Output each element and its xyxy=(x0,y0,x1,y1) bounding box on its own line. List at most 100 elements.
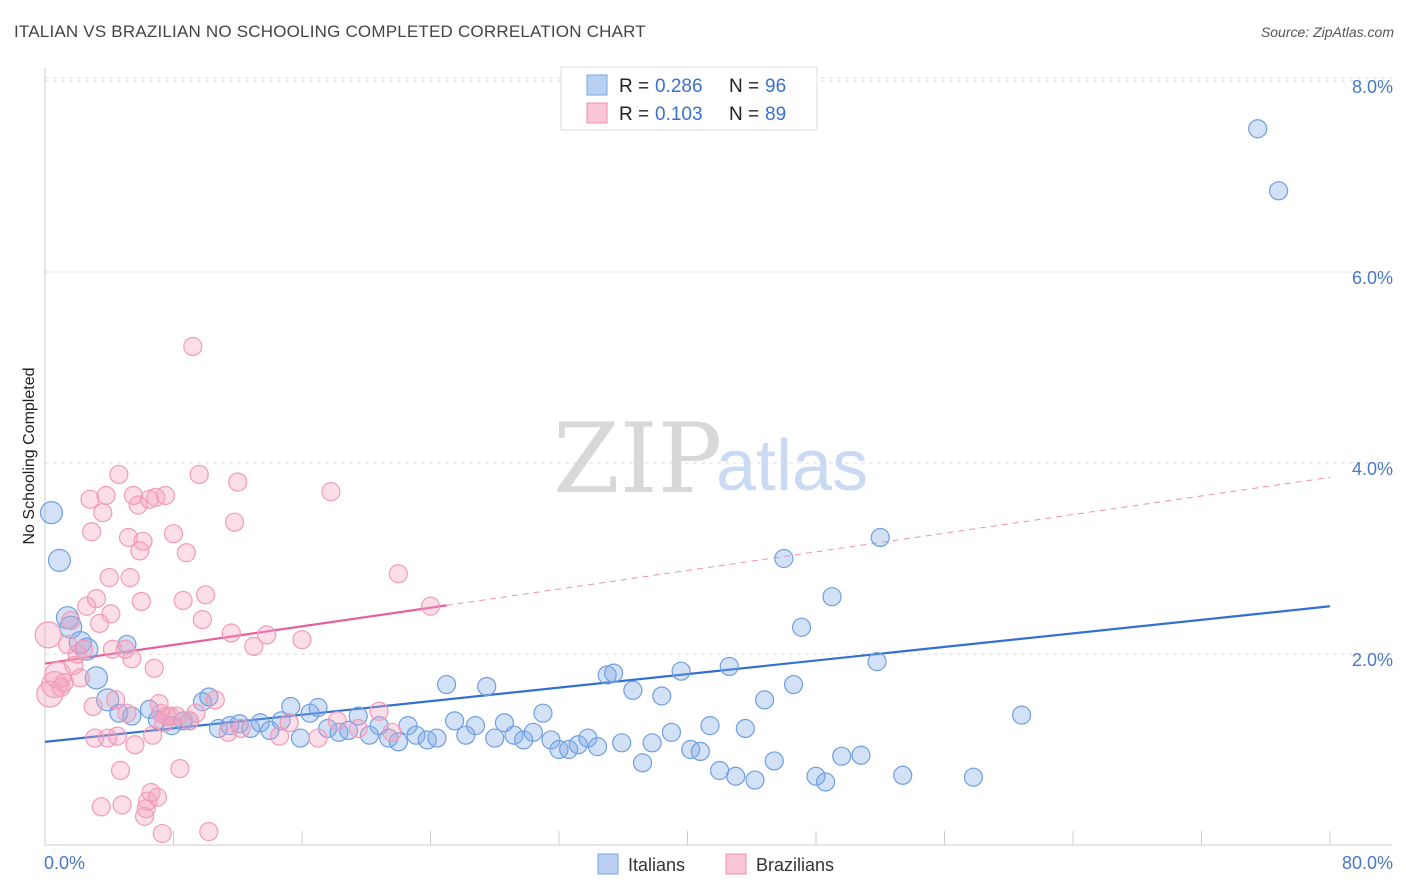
brazilians-point-32 xyxy=(117,703,137,723)
brazilians-point-58 xyxy=(163,524,184,544)
bottom-legend-swatch-brazilians xyxy=(725,853,747,875)
italians-point-68 xyxy=(690,741,710,762)
y-tick-label-2: 6.0% xyxy=(1352,268,1393,288)
watermark-atlas: atlas xyxy=(716,426,868,506)
bottom-legend-brazilians: Brazilians xyxy=(756,855,834,875)
italians-point-46 xyxy=(485,728,505,748)
brazilians-point-79 xyxy=(279,713,299,733)
italians-point-77 xyxy=(774,548,794,569)
brazilians-point-11 xyxy=(73,639,94,659)
italians-point-62 xyxy=(632,753,653,773)
brazilians-point-70 xyxy=(205,690,225,710)
brazilians-point-86 xyxy=(382,722,402,742)
italians-point-75 xyxy=(754,690,775,710)
brazilians-point-41 xyxy=(133,531,153,551)
italians-point-39 xyxy=(417,730,437,750)
brazilians-point-85 xyxy=(369,701,389,721)
italians-point-67 xyxy=(681,739,701,760)
chart-title: ITALIAN VS BRAZILIAN NO SCHOOLING COMPLE… xyxy=(14,22,646,41)
y-tick-label-0: 2.0% xyxy=(1352,650,1393,670)
brazilians-point-30 xyxy=(112,795,132,815)
brazilians-point-19 xyxy=(91,797,111,817)
x-tick-label-0: 0.0% xyxy=(44,853,85,873)
italians-point-65 xyxy=(661,722,682,742)
brazilians-point-73 xyxy=(224,512,245,532)
brazilians-point-14 xyxy=(81,522,102,542)
brazilians-point-63 xyxy=(179,711,200,731)
brazilians-point-27 xyxy=(107,726,127,746)
trend-lines xyxy=(44,476,1331,743)
brazilians-point-53 xyxy=(152,823,172,844)
brazilians-point-71 xyxy=(218,722,238,742)
brazilians-point-68 xyxy=(196,585,216,605)
brazilians-point-0 xyxy=(34,621,62,649)
watermark-zip: ZIP xyxy=(553,403,722,515)
italians-point-80 xyxy=(806,766,826,786)
brazilians-point-28 xyxy=(109,464,129,485)
italians-point-42 xyxy=(444,711,465,731)
brazilians-point-87 xyxy=(388,564,408,584)
brazilians-point-69 xyxy=(199,822,219,842)
brazilians-point-15 xyxy=(83,696,103,717)
axes xyxy=(44,68,1392,846)
italians-point-86 xyxy=(870,527,890,548)
italians-point-57 xyxy=(587,737,608,757)
brazilians-point-88 xyxy=(420,596,441,616)
brazilians-point-57 xyxy=(160,706,180,726)
italians-point-74 xyxy=(745,770,765,790)
brazilians-point-84 xyxy=(348,718,368,739)
italians-point-1 xyxy=(47,548,72,573)
italians-point-72 xyxy=(726,766,746,786)
brazilians-point-13 xyxy=(80,489,100,509)
italians-point-79 xyxy=(791,617,812,637)
italians-point-41 xyxy=(436,674,457,695)
legend-swatch-italians xyxy=(586,74,608,96)
brazilians-point-42 xyxy=(134,806,155,826)
italians-point-21 xyxy=(241,718,261,739)
brazilians-point-77 xyxy=(257,625,277,645)
italians-point-59 xyxy=(604,663,624,683)
italians-point-70 xyxy=(710,760,730,781)
brazilians-point-66 xyxy=(189,464,209,485)
italians-point-66 xyxy=(671,661,691,681)
italians-point-35 xyxy=(379,728,399,748)
brazilians-point-78 xyxy=(269,726,290,746)
brazilians-point-8 xyxy=(64,655,84,676)
legend: R = 0.286 N = 96 R = 0.103 N = 89 xyxy=(560,66,818,131)
trend-line-italians xyxy=(44,605,1331,743)
italians-point-40 xyxy=(427,728,447,748)
legend-n-value-1: 96 xyxy=(765,76,786,97)
italians-point-85 xyxy=(867,652,887,672)
brazilians-point-23 xyxy=(99,567,119,588)
brazilians-point-48 xyxy=(144,658,164,678)
legend-r-label-1: R = xyxy=(619,76,649,97)
bottom-legend-italians: Italians xyxy=(628,855,685,875)
brazilians-point-75 xyxy=(231,718,251,739)
italians-point-78 xyxy=(783,674,804,695)
italians-point-28 xyxy=(308,697,328,718)
italians-point-60 xyxy=(612,733,632,753)
italians-point-25 xyxy=(281,696,301,717)
watermark: ZIP atlas xyxy=(553,403,868,515)
italians-point-89 xyxy=(1011,705,1032,725)
italians-point-6 xyxy=(84,666,109,690)
brazilians-point-21 xyxy=(96,485,116,506)
trend-extension-brazilians xyxy=(446,476,1331,606)
brazilians-point-12 xyxy=(77,596,97,616)
tick-labels: 2.0% 4.0% 6.0% 8.0% 0.0% 80.0% xyxy=(44,77,1393,873)
grid-lines xyxy=(45,77,1392,655)
brazilians-point-40 xyxy=(131,591,151,612)
brazilians-point-72 xyxy=(221,623,241,643)
italians-point-0 xyxy=(39,501,64,525)
brazilians-point-29 xyxy=(110,760,131,781)
italians-point-76 xyxy=(764,751,784,771)
brazilians-point-59 xyxy=(167,706,187,726)
legend-r-label-2: R = xyxy=(619,104,649,125)
brazilians-point-50 xyxy=(147,787,168,807)
italians-point-11 xyxy=(139,699,160,719)
italians-point-81 xyxy=(816,772,836,792)
italians-point-69 xyxy=(700,716,720,736)
legend-swatch-brazilians xyxy=(586,102,608,124)
brazilians-point-65 xyxy=(186,703,206,723)
